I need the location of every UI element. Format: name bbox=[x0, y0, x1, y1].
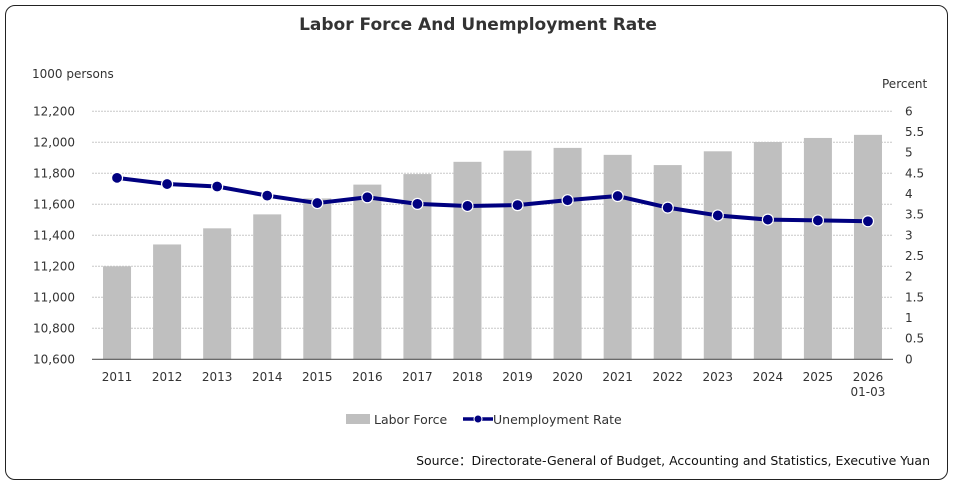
y-tick-label: 11,400 bbox=[33, 228, 75, 242]
legend-swatch-labor-force bbox=[346, 414, 370, 424]
y-tick-label: 12,200 bbox=[33, 104, 75, 118]
x-tick-label: 2022 bbox=[652, 370, 683, 384]
point-unemployment-rate bbox=[511, 199, 524, 212]
y2-tick-label: 1 bbox=[905, 311, 913, 325]
bar-labor-force bbox=[803, 137, 832, 360]
point-unemployment-rate bbox=[811, 214, 825, 227]
x-tick-label: 2018 bbox=[452, 370, 483, 384]
x-tick-label: 2023 bbox=[703, 370, 734, 384]
y-tick-label: 10,600 bbox=[33, 352, 75, 366]
source-note: Source：Directorate-General of Budget, Ac… bbox=[416, 453, 930, 468]
bar-labor-force bbox=[453, 161, 482, 360]
chart-frame bbox=[5, 5, 948, 480]
bar-labor-force bbox=[753, 141, 782, 360]
bar-labor-force bbox=[653, 165, 682, 360]
point-unemployment-rate bbox=[561, 194, 574, 207]
y-tick-label: 11,000 bbox=[33, 290, 75, 304]
point-unemployment-rate bbox=[611, 189, 624, 203]
y-tick-label: 11,800 bbox=[33, 166, 75, 180]
point-unemployment-rate bbox=[861, 215, 875, 228]
bar-labor-force bbox=[703, 151, 732, 360]
y-tick-label: 10,800 bbox=[33, 321, 75, 335]
chart-title: Labor Force And Unemployment Rate bbox=[299, 15, 657, 35]
point-unemployment-rate bbox=[361, 191, 374, 204]
bar-labor-force bbox=[503, 150, 532, 360]
bar-labor-force bbox=[353, 184, 382, 360]
bar-labor-force bbox=[253, 214, 282, 360]
point-unemployment-rate bbox=[711, 209, 724, 222]
x-tick-label: 2015 bbox=[302, 370, 333, 384]
point-unemployment-rate bbox=[411, 197, 424, 210]
bar-labor-force bbox=[303, 198, 332, 360]
point-unemployment-rate bbox=[110, 171, 124, 184]
point-unemployment-rate bbox=[261, 189, 274, 202]
point-unemployment-rate bbox=[211, 180, 224, 193]
legend-swatch-marker bbox=[473, 414, 483, 424]
y2-tick-label: 2 bbox=[905, 270, 913, 284]
x-tick-label: 2021 bbox=[602, 370, 633, 384]
x-tick-label: 2020 bbox=[552, 370, 583, 384]
x-tick-label: 01-03 bbox=[851, 385, 886, 399]
legend-label-labor-force: Labor Force bbox=[374, 412, 447, 427]
y2-tick-label: 0 bbox=[905, 352, 913, 366]
y-tick-label: 11,200 bbox=[33, 259, 75, 273]
point-unemployment-rate bbox=[160, 177, 174, 191]
x-tick-label: 2024 bbox=[753, 370, 784, 384]
bar-labor-force bbox=[103, 266, 132, 360]
y2-tick-label: 6 bbox=[905, 104, 913, 118]
y2-tick-label: 5.5 bbox=[905, 125, 924, 139]
bar-labor-force bbox=[603, 154, 632, 360]
bar-labor-force bbox=[153, 244, 182, 360]
x-tick-label: 2026 bbox=[853, 370, 884, 384]
bar-labor-force bbox=[553, 147, 582, 360]
x-tick-label: 2019 bbox=[502, 370, 533, 384]
y2-tick-label: 4.5 bbox=[905, 166, 924, 180]
y2-tick-label: 0.5 bbox=[905, 332, 924, 346]
y2-tick-label: 2.5 bbox=[905, 249, 924, 263]
x-tick-label: 2011 bbox=[102, 370, 133, 384]
y-tick-label: 12,000 bbox=[33, 135, 75, 149]
x-tick-label: 2016 bbox=[352, 370, 383, 384]
y-axis-label: 1000 persons bbox=[32, 67, 114, 81]
bar-labor-force bbox=[853, 134, 882, 360]
y2-tick-label: 3 bbox=[905, 228, 913, 242]
y2-tick-label: 5 bbox=[905, 146, 913, 160]
y2-tick-label: 1.5 bbox=[905, 290, 924, 304]
point-unemployment-rate bbox=[761, 213, 774, 226]
x-tick-label: 2025 bbox=[803, 370, 834, 384]
x-tick-label: 2013 bbox=[202, 370, 233, 384]
point-unemployment-rate bbox=[661, 201, 674, 214]
x-tick-label: 2012 bbox=[152, 370, 183, 384]
line-unemployment-rate bbox=[116, 175, 869, 224]
y2-axis-label: Percent bbox=[882, 77, 928, 91]
y-tick-label: 11,600 bbox=[33, 197, 75, 211]
y2-tick-label: 4 bbox=[905, 187, 913, 201]
y2-tick-label: 3.5 bbox=[905, 208, 924, 222]
bar-labor-force bbox=[203, 228, 232, 360]
legend-label-unemployment-rate: Unemployment Rate bbox=[493, 412, 622, 427]
point-unemployment-rate bbox=[461, 199, 474, 213]
point-unemployment-rate bbox=[311, 196, 324, 210]
x-tick-label: 2017 bbox=[402, 370, 433, 384]
x-tick-label: 2014 bbox=[252, 370, 283, 384]
